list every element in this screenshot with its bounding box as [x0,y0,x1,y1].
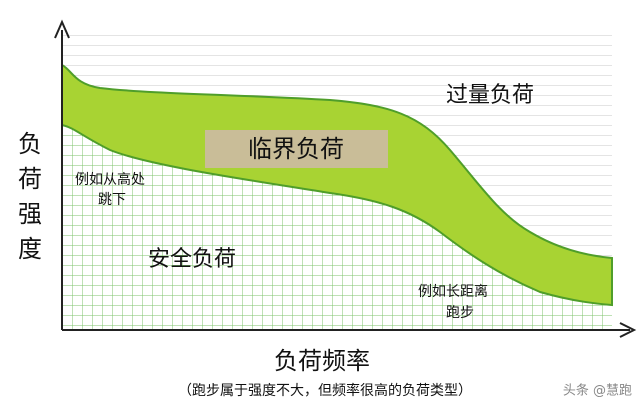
example-text: 例如长距离 [418,283,488,300]
watermark: 头条 @慧跑 [563,383,632,399]
critical-box [205,130,388,168]
example-text: 例如从高处 [75,171,145,188]
y-axis-label: 负 [18,130,42,158]
critical-band [61,63,613,307]
example-text: 跑步 [446,305,474,321]
x-axis-note: （跑步属于强度不大，但频率很高的负荷类型） [178,382,472,399]
y-arrow [54,19,70,39]
y-axis-label: 强 [18,200,42,228]
x-arrow [619,322,637,338]
y-axis-label: 度 [18,235,42,263]
y-axis-label: 荷 [18,165,42,193]
x-axis-label: 负荷频率 [274,347,370,375]
critical-label: 临界负荷 [248,135,344,163]
example-text: 跳下 [98,192,126,208]
overload-label: 过量负荷 [446,83,534,108]
safe-label: 安全负荷 [148,247,236,272]
